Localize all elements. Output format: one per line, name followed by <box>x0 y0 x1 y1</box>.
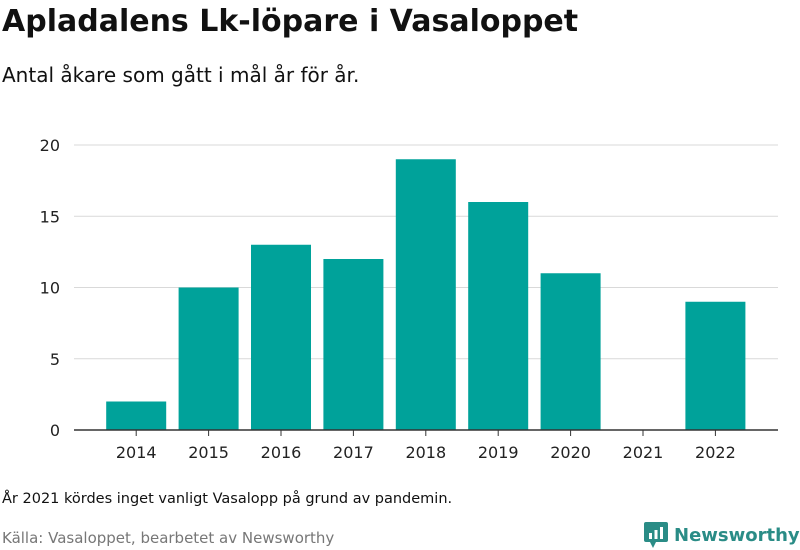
bar-2020 <box>540 273 601 430</box>
y-tick-label: 0 <box>50 421 60 440</box>
newsworthy-logo-icon <box>644 522 668 548</box>
x-tick-label: 2020 <box>550 443 591 462</box>
bar-2014 <box>106 401 167 430</box>
bar-chart: 0 5 10 15 20 2014 2015 2016 2017 2018 2019 2020 2021… <box>40 136 778 462</box>
x-tick-label: 2017 <box>333 443 374 462</box>
bar-2017 <box>323 259 384 430</box>
bar-2022 <box>685 301 746 430</box>
bar-2019 <box>468 202 529 430</box>
newsworthy-logo-text: Newsworthy <box>674 524 800 546</box>
newsworthy-logo: Newsworthy <box>644 520 800 550</box>
chart-title: Apladalens Lk-löpare i Vasaloppet <box>2 4 579 39</box>
bar-layer <box>106 159 746 430</box>
y-tick-label: 5 <box>50 350 60 369</box>
bar-2015 <box>178 287 239 430</box>
x-tick-label: 2015 <box>188 443 229 462</box>
x-tick-label: 2021 <box>623 443 664 462</box>
x-tick-label: 2019 <box>478 443 519 462</box>
bar-2018 <box>395 159 456 430</box>
x-tick-label: 2016 <box>261 443 302 462</box>
axis-layer: 0 5 10 15 20 2014 2015 2016 2017 2018 2019 2020 2021… <box>40 136 778 462</box>
x-tick-label: 2018 <box>405 443 446 462</box>
x-tick-label: 2022 <box>695 443 736 462</box>
x-tick-label: 2014 <box>116 443 157 462</box>
chart-source: Källa: Vasaloppet, bearbetet av Newswort… <box>2 529 335 547</box>
y-tick-label: 20 <box>40 136 60 155</box>
y-tick-label: 10 <box>40 279 60 298</box>
chart-subtitle: Antal åkare som gått i mål år för år. <box>2 63 360 87</box>
chart-note: År 2021 kördes inget vanligt Vasalopp på… <box>2 491 453 507</box>
bar-2016 <box>251 244 311 430</box>
y-tick-label: 15 <box>40 207 60 226</box>
